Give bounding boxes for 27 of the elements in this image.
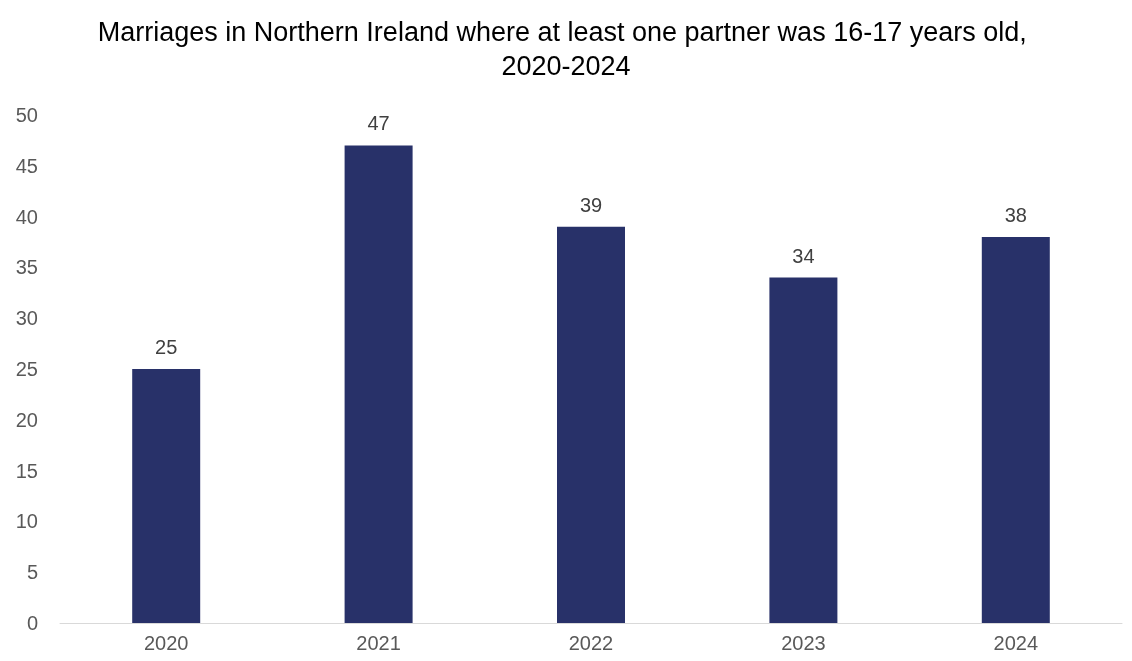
data-label: 34 — [792, 244, 815, 267]
y-tick-label: 5 — [26, 561, 38, 584]
y-tick-label: 20 — [15, 408, 38, 431]
y-tick-label: 25 — [15, 358, 38, 380]
y-tick-label: 0 — [26, 612, 38, 634]
data-label: 25 — [155, 336, 178, 358]
x-tick-label: 2023 — [781, 632, 826, 654]
x-tick-label: 2024 — [993, 632, 1039, 654]
y-tick-label: 30 — [15, 307, 38, 330]
data-label: 38 — [1004, 203, 1027, 226]
y-tick-label: 35 — [15, 256, 38, 279]
data-label: 39 — [579, 193, 603, 216]
x-tick-label: 2020 — [143, 632, 189, 654]
y-tick-label: 10 — [15, 510, 38, 533]
bar — [344, 145, 413, 623]
bar — [132, 369, 201, 623]
bar — [769, 277, 838, 623]
y-tick-label: 45 — [15, 154, 38, 177]
chart-title: Marriages in Northern Ireland where at least one partner was 16-17 years old, 2020-2024 — [97, 17, 1035, 81]
y-tick-label: 40 — [15, 205, 38, 228]
data-label: 47 — [367, 112, 390, 135]
x-tick-label: 2022 — [568, 632, 614, 654]
bar — [557, 226, 625, 623]
bar — [981, 236, 1050, 623]
y-tick-label: 15 — [15, 459, 38, 482]
x-tick-label: 2021 — [356, 632, 401, 654]
y-tick-label: 50 — [15, 104, 38, 126]
